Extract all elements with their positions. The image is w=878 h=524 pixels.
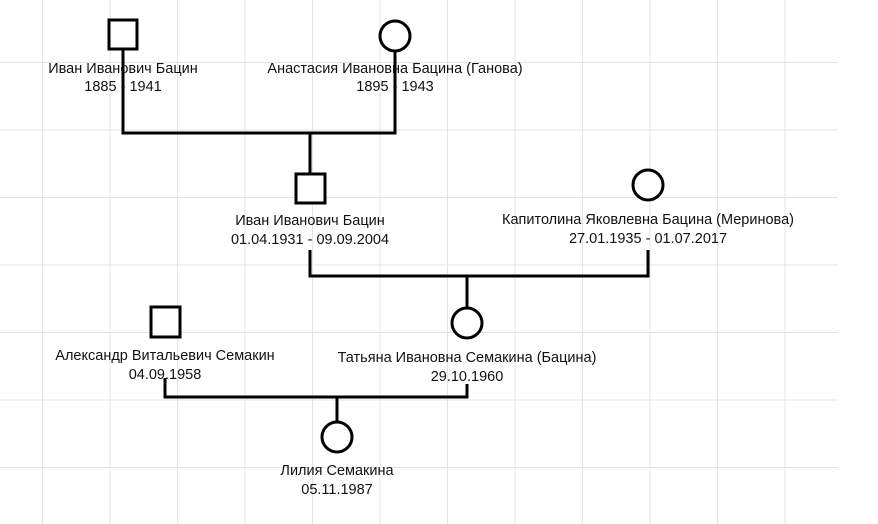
couple-link — [121, 50, 397, 135]
person-dates: 05.11.1987 — [301, 482, 373, 498]
grid — [0, 0, 838, 524]
person-name: Лилия Семакина — [280, 463, 394, 479]
person-dates: 04.09.1958 — [129, 367, 202, 383]
male-symbol — [107, 18, 139, 51]
person-name: Капитолина Яковлевна Бацина (Меринова) — [502, 212, 794, 228]
female-symbol — [320, 420, 354, 454]
person-name: Анастасия Ивановна Бацина (Ганова) — [267, 61, 522, 77]
person-name: Александр Витальевич Семакин — [55, 348, 274, 364]
person-dates: 27.01.1935 - 01.07.2017 — [569, 231, 727, 247]
person-dates: 1885 - 1941 — [84, 79, 161, 95]
couple-link — [163, 378, 469, 399]
female-symbol — [450, 306, 484, 340]
male-symbol — [294, 172, 327, 205]
person-name: Иван Иванович Бацин — [235, 213, 385, 229]
person-name: Татьяна Ивановна Семакина (Бацина) — [338, 350, 597, 366]
person-dates: 1895 - 1943 — [356, 79, 433, 95]
female-symbol — [631, 168, 665, 202]
person-dates: 29.10.1960 — [431, 369, 504, 385]
male-symbol — [149, 305, 182, 339]
person-dates: 01.04.1931 - 09.09.2004 — [231, 232, 389, 248]
couple-link — [308, 250, 650, 278]
person-name: Иван Иванович Бацин — [48, 61, 198, 77]
female-symbol — [378, 19, 412, 53]
